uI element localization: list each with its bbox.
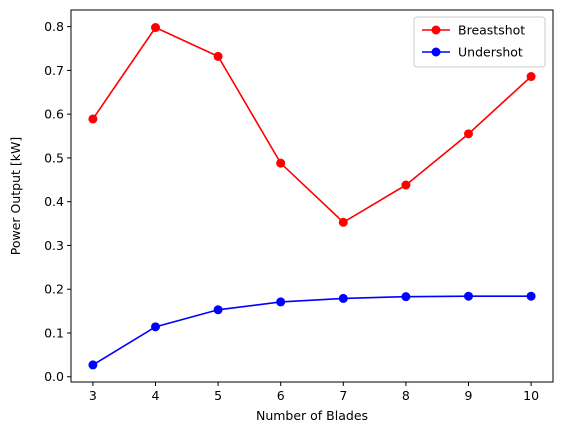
series-line — [92, 295, 532, 366]
data-point — [276, 158, 286, 168]
x-axis-label: Number of Blades — [256, 408, 368, 423]
data-point — [151, 23, 161, 33]
y-axis-label: Power Output [kW] — [8, 137, 23, 256]
x-tick-label: 10 — [523, 388, 539, 403]
x-tick-label: 6 — [277, 388, 285, 403]
legend-swatch-marker — [431, 47, 441, 57]
y-tick-label: 0.2 — [44, 282, 64, 297]
x-tick-label: 9 — [465, 388, 473, 403]
y-tick-label: 0.7 — [44, 63, 64, 78]
legend-item: Undershot — [422, 45, 523, 60]
data-point — [463, 291, 473, 301]
data-point — [401, 180, 411, 190]
legend-item: Breastshot — [422, 23, 525, 38]
data-point — [213, 305, 223, 315]
data-point — [526, 291, 536, 301]
data-point — [526, 72, 536, 82]
x-tick-label: 8 — [402, 388, 410, 403]
y-tick-label: 0.1 — [44, 325, 64, 340]
y-tick-label: 0.8 — [44, 19, 64, 34]
series-line — [92, 26, 532, 224]
legend-label: Undershot — [458, 45, 523, 60]
data-point — [276, 297, 286, 307]
x-tick-label: 4 — [152, 388, 160, 403]
data-point — [338, 293, 348, 303]
y-tick-label: 0.5 — [44, 150, 64, 165]
data-point — [213, 51, 223, 61]
data-point — [338, 217, 348, 227]
data-point — [151, 322, 161, 332]
legend-swatch-marker — [431, 25, 441, 35]
y-tick-label: 0.0 — [44, 369, 64, 384]
y-tick-label: 0.4 — [44, 194, 64, 209]
x-axis: 3 4 5 6 7 8 9 10 — [89, 382, 539, 403]
y-tick-label: 0.6 — [44, 107, 64, 122]
x-tick-label: 7 — [339, 388, 347, 403]
data-point — [463, 129, 473, 139]
plot-layer — [88, 23, 536, 370]
legend-label: Breastshot — [458, 23, 525, 38]
data-point — [401, 292, 411, 302]
series-breastshot — [88, 23, 536, 227]
data-point — [88, 114, 98, 124]
data-point — [88, 360, 98, 370]
legend: Breastshot Undershot — [413, 16, 546, 68]
y-tick-label: 0.3 — [44, 238, 64, 253]
y-axis: 0.0 0.1 0.2 0.3 0.4 0.5 0.6 0.7 0.8 — [44, 19, 71, 384]
series-undershot — [88, 291, 536, 370]
plot-frame — [70, 9, 554, 383]
x-tick-label: 3 — [89, 388, 97, 403]
x-tick-label: 5 — [214, 388, 222, 403]
